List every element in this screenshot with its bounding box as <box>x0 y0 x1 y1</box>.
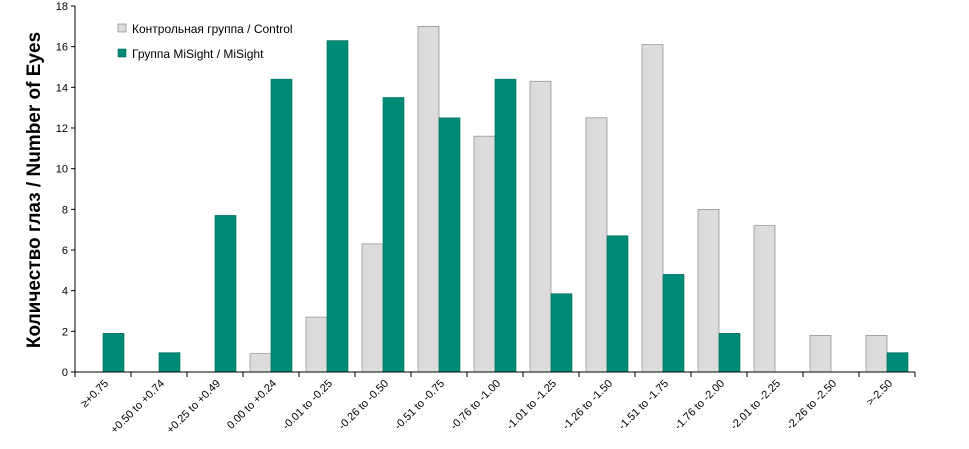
x-tick-label: -1.76 to -2.00 <box>672 378 727 433</box>
y-tick-label: 0 <box>62 367 68 379</box>
bar-misight-11 <box>718 333 741 373</box>
x-tick-label: -0.26 to -0.50 <box>336 378 391 433</box>
x-tick-label: -1.51 to -1.75 <box>616 378 671 433</box>
bar-misight-8 <box>550 293 573 373</box>
bar-misight-2 <box>214 215 237 373</box>
x-tick-label: -1.01 to -1.25 <box>504 378 559 433</box>
bar-misight-3 <box>270 78 293 373</box>
x-tick-label: +0.50 to +0.74 <box>108 378 167 437</box>
plot-area: 0 2 4 6 8 10 12 14 16 18 ≥+0.75+0.50 to +0.74+0.25… <box>56 1 916 437</box>
bar-misight-14 <box>886 352 909 373</box>
bar-misight-4 <box>326 40 349 373</box>
bar-control-3 <box>249 353 272 373</box>
bar-misight-9 <box>606 235 629 373</box>
bar-control-4 <box>305 316 328 373</box>
x-tick-label: +0.25 to +0.49 <box>164 378 223 437</box>
y-tick-label: 14 <box>56 82 68 94</box>
bar-control-14 <box>865 335 888 373</box>
y-tick-label: 10 <box>56 164 68 176</box>
bar-misight-10 <box>662 274 685 373</box>
y-tick-label: 8 <box>62 204 68 216</box>
x-tick-label: -0.51 to -0.75 <box>392 378 447 433</box>
bar-control-10 <box>641 44 664 373</box>
x-tick-label: -0.01 to -0.25 <box>280 378 335 433</box>
x-tick-label: -1.26 to -1.50 <box>560 378 615 433</box>
bar-misight-1 <box>158 352 181 373</box>
x-tick-label: -2.01 to -2.25 <box>728 378 783 433</box>
legend: Контрольная группа / Control Группа MiSig… <box>117 22 293 61</box>
bar-control-13 <box>809 335 832 373</box>
y-tick-label: 6 <box>62 245 68 257</box>
bar-control-6 <box>417 26 440 373</box>
x-tick-label: >-2.50 <box>864 378 895 409</box>
bar-misight-7 <box>494 78 517 373</box>
x-tick-label: -0.76 to -1.00 <box>448 378 503 433</box>
y-tick-label: 2 <box>62 326 68 338</box>
x-tick-label: 0.00 to +0.24 <box>225 378 279 432</box>
bar-control-7 <box>473 135 496 373</box>
bar-misight-0 <box>102 333 125 373</box>
legend-swatch-misight <box>117 48 127 58</box>
bar-control-8 <box>529 80 552 373</box>
bar-control-11 <box>697 209 720 373</box>
bar-misight-5 <box>382 97 405 373</box>
y-tick-label: 18 <box>56 1 68 13</box>
legend-label-control: Контрольная группа / Control <box>132 22 293 36</box>
y-tick-label: 12 <box>56 123 68 135</box>
bar-control-9 <box>585 117 608 373</box>
y-tick-label: 4 <box>62 286 68 298</box>
y-axis-label: Количество глаз / Number of Eyes <box>24 32 45 348</box>
bar-control-5 <box>361 243 384 373</box>
bar-control-12 <box>753 225 776 373</box>
x-tick-label: ≥+0.75 <box>79 378 111 410</box>
bar-misight-6 <box>438 117 461 373</box>
legend-swatch-control <box>117 23 127 33</box>
x-tick-label: -2.26 to -2.50 <box>784 378 839 433</box>
y-tick-label: 16 <box>56 42 68 54</box>
legend-label-misight: Группа MiSight / MiSight <box>132 47 264 61</box>
